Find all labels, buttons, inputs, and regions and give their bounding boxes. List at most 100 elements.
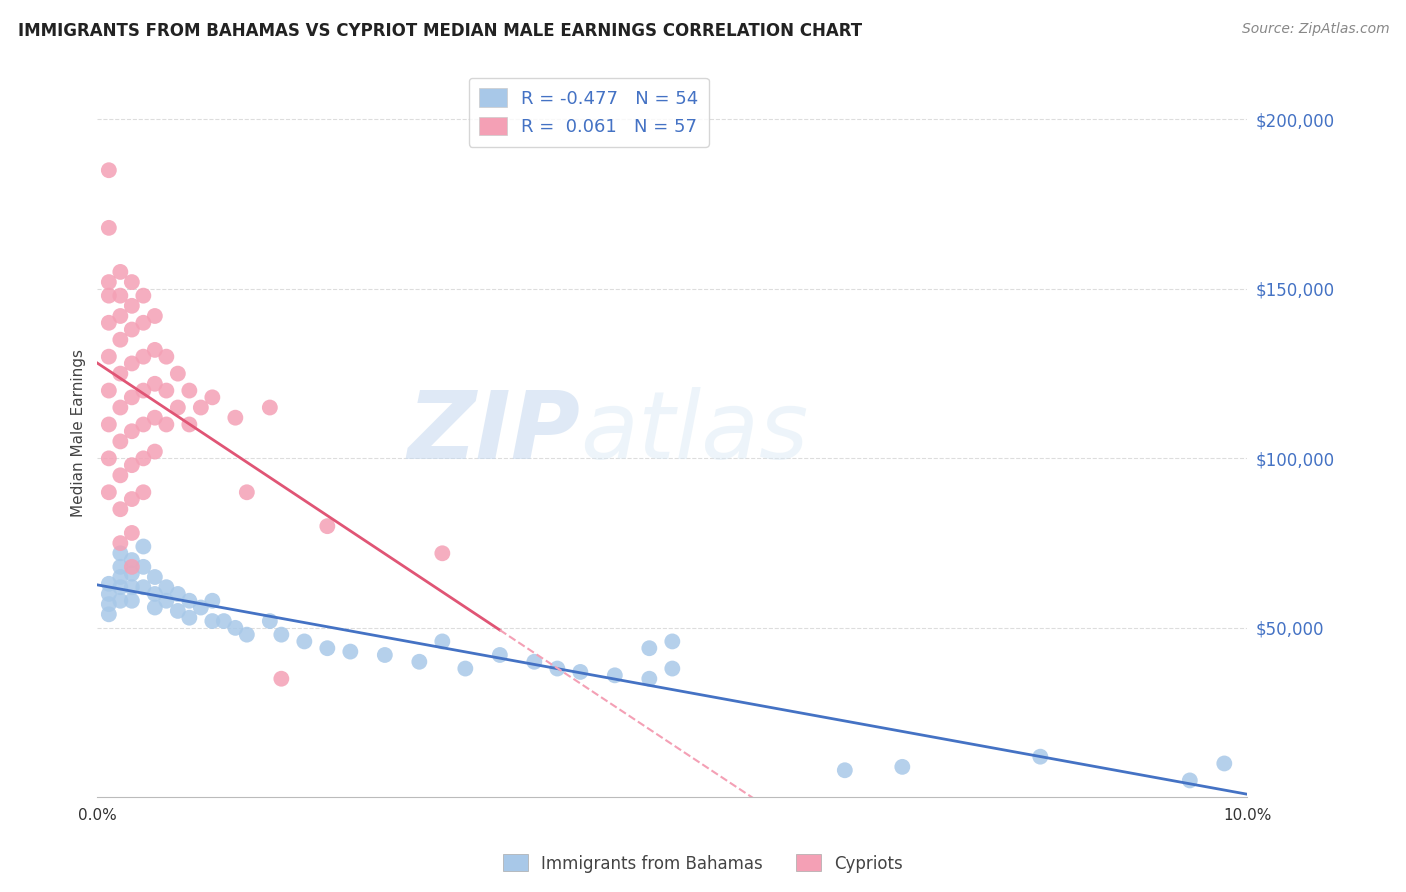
- Point: [97, 451, 120, 466]
- Point: [638, 672, 661, 686]
- Point: [143, 376, 166, 391]
- Point: [121, 424, 143, 438]
- Point: [97, 350, 120, 364]
- Point: [110, 309, 132, 323]
- Point: [121, 553, 143, 567]
- Legend: Immigrants from Bahamas, Cypriots: Immigrants from Bahamas, Cypriots: [496, 847, 910, 880]
- Point: [408, 655, 430, 669]
- Point: [132, 316, 155, 330]
- Point: [97, 275, 120, 289]
- Point: [121, 593, 143, 607]
- Point: [155, 384, 177, 398]
- Point: [1178, 773, 1201, 788]
- Point: [110, 367, 132, 381]
- Point: [1213, 756, 1236, 771]
- Point: [110, 593, 132, 607]
- Point: [891, 760, 914, 774]
- Point: [292, 634, 315, 648]
- Point: [155, 593, 177, 607]
- Point: [454, 661, 477, 675]
- Point: [224, 410, 246, 425]
- Point: [270, 627, 292, 641]
- Point: [132, 451, 155, 466]
- Point: [97, 587, 120, 601]
- Point: [212, 614, 235, 628]
- Point: [110, 502, 132, 516]
- Point: [661, 634, 683, 648]
- Point: [97, 417, 120, 432]
- Point: [179, 593, 201, 607]
- Point: [132, 417, 155, 432]
- Point: [97, 316, 120, 330]
- Point: [270, 672, 292, 686]
- Text: atlas: atlas: [581, 387, 808, 478]
- Point: [523, 655, 546, 669]
- Point: [143, 309, 166, 323]
- Point: [143, 600, 166, 615]
- Point: [132, 540, 155, 554]
- Y-axis label: Median Male Earnings: Median Male Earnings: [72, 349, 86, 517]
- Point: [236, 627, 259, 641]
- Point: [121, 275, 143, 289]
- Point: [97, 163, 120, 178]
- Point: [259, 614, 281, 628]
- Point: [143, 587, 166, 601]
- Point: [132, 384, 155, 398]
- Point: [132, 559, 155, 574]
- Point: [201, 593, 224, 607]
- Point: [546, 661, 568, 675]
- Point: [179, 384, 201, 398]
- Point: [259, 401, 281, 415]
- Point: [201, 390, 224, 404]
- Point: [97, 597, 120, 611]
- Point: [1029, 749, 1052, 764]
- Point: [603, 668, 626, 682]
- Point: [121, 458, 143, 472]
- Point: [97, 485, 120, 500]
- Point: [316, 519, 339, 533]
- Point: [143, 570, 166, 584]
- Point: [179, 417, 201, 432]
- Point: [132, 350, 155, 364]
- Point: [121, 322, 143, 336]
- Point: [201, 614, 224, 628]
- Point: [121, 525, 143, 540]
- Point: [97, 576, 120, 591]
- Point: [110, 288, 132, 302]
- Point: [121, 299, 143, 313]
- Point: [166, 367, 188, 381]
- Point: [97, 384, 120, 398]
- Point: [110, 570, 132, 584]
- Point: [97, 220, 120, 235]
- Point: [97, 288, 120, 302]
- Text: Source: ZipAtlas.com: Source: ZipAtlas.com: [1241, 22, 1389, 37]
- Point: [110, 559, 132, 574]
- Point: [110, 580, 132, 594]
- Point: [121, 491, 143, 506]
- Point: [110, 468, 132, 483]
- Point: [155, 417, 177, 432]
- Text: IMMIGRANTS FROM BAHAMAS VS CYPRIOT MEDIAN MALE EARNINGS CORRELATION CHART: IMMIGRANTS FROM BAHAMAS VS CYPRIOT MEDIA…: [18, 22, 862, 40]
- Point: [661, 661, 683, 675]
- Point: [236, 485, 259, 500]
- Point: [110, 434, 132, 449]
- Point: [155, 350, 177, 364]
- Point: [155, 580, 177, 594]
- Point: [110, 546, 132, 560]
- Point: [834, 764, 856, 778]
- Point: [374, 648, 396, 662]
- Text: ZIP: ZIP: [408, 387, 581, 479]
- Point: [121, 580, 143, 594]
- Legend: R = -0.477   N = 54, R =  0.061   N = 57: R = -0.477 N = 54, R = 0.061 N = 57: [468, 78, 709, 147]
- Point: [190, 600, 212, 615]
- Point: [121, 566, 143, 581]
- Point: [110, 333, 132, 347]
- Point: [638, 641, 661, 656]
- Point: [121, 559, 143, 574]
- Point: [110, 536, 132, 550]
- Point: [132, 288, 155, 302]
- Point: [224, 621, 246, 635]
- Point: [316, 641, 339, 656]
- Point: [110, 401, 132, 415]
- Point: [143, 410, 166, 425]
